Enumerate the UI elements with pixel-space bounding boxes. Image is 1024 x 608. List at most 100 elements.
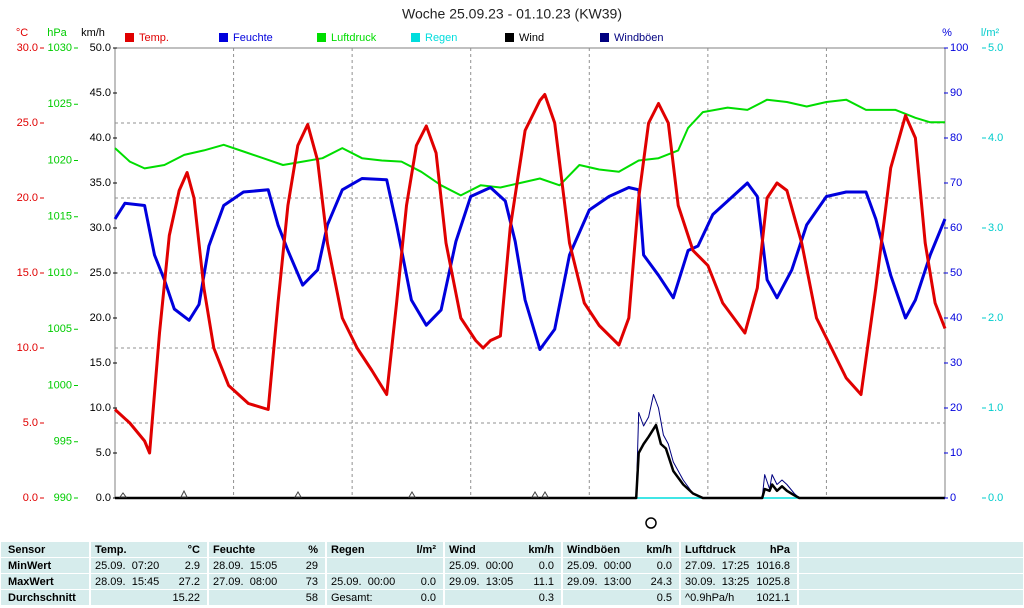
cell-value: 1021.1 — [756, 592, 790, 604]
table-cell — [209, 542, 325, 557]
y-tick-label: 35.0 — [90, 177, 111, 189]
cell-value: 0.0 — [539, 560, 554, 572]
marker — [294, 491, 302, 498]
axis-unit: °C — [16, 27, 28, 39]
legend-label: Luftdruck — [331, 32, 377, 44]
y-tick-label: 70 — [950, 177, 962, 189]
cell-time: ^0.9hPa/h — [685, 592, 734, 604]
y-tick-label: 15.0 — [90, 357, 111, 369]
y-tick-label: 30.0 — [17, 42, 38, 54]
cell-value: 58 — [306, 592, 318, 604]
legend-swatch — [317, 33, 326, 42]
legend-label: Wind — [519, 32, 544, 44]
table-cell — [1, 574, 89, 589]
column-header: Temp. — [95, 544, 127, 556]
y-tick-label: 20.0 — [90, 312, 111, 324]
cell-value: 73 — [306, 576, 318, 588]
y-tick-label: 100 — [950, 42, 968, 54]
y-tick-label: 40 — [950, 312, 962, 324]
table-cell — [327, 574, 443, 589]
column-header: Regen — [331, 544, 365, 556]
legend-swatch — [600, 33, 609, 42]
table-cell — [209, 558, 325, 573]
y-tick-label: 80 — [950, 132, 962, 144]
series-line — [115, 423, 945, 500]
y-tick-label: 1005 — [48, 323, 72, 335]
column-header: Feuchte — [213, 544, 255, 556]
y-tick-label: 10.0 — [90, 402, 111, 414]
column-header: Wind — [449, 544, 476, 556]
table-cell — [799, 558, 1023, 573]
lines — [113, 93, 947, 500]
marker — [180, 489, 188, 498]
table-cell — [445, 558, 561, 573]
column-unit: % — [308, 544, 318, 556]
column-header: Luftdruck — [685, 544, 737, 556]
column-header: Windböen — [567, 544, 620, 556]
table-cell — [209, 590, 325, 605]
cell-time: 29.09. 13:05 — [449, 576, 513, 588]
y-tick-label: 1025 — [48, 98, 72, 110]
table-cell — [563, 590, 679, 605]
table-cell — [681, 542, 797, 557]
y-tick-label: 30 — [950, 357, 962, 369]
y-tick-label: 5.0 — [96, 447, 111, 459]
axis-unit: % — [942, 27, 952, 39]
table-cell — [799, 590, 1023, 605]
y-tick-label: 5.0 — [988, 42, 1003, 54]
y-tick-label: 10.0 — [17, 342, 38, 354]
legend-label: Feuchte — [233, 32, 273, 44]
cell-time: 29.09. 13:00 — [567, 576, 631, 588]
y-tick-label: 40.0 — [90, 132, 111, 144]
row-label: MaxWert — [8, 576, 54, 588]
cell-time: 25.09. 00:00 — [331, 576, 395, 588]
table-cell — [681, 590, 797, 605]
legend-swatch — [505, 33, 514, 42]
y-tick-label: 0.0 — [988, 492, 1003, 504]
axis-unit: km/h — [81, 27, 105, 39]
table-cell — [1, 590, 89, 605]
y-tick-label: 50 — [950, 267, 962, 279]
time-marker — [645, 517, 657, 529]
y-tick-label: 25.0 — [17, 117, 38, 129]
row-label: MinWert — [8, 560, 52, 572]
y-tick-label: 1010 — [48, 267, 72, 279]
y-tick-label: 0 — [950, 492, 956, 504]
y-tick-label: 20 — [950, 402, 962, 414]
cell-value: 11.1 — [533, 576, 554, 588]
legend-label: Windböen — [614, 32, 664, 44]
cell-value: 15.22 — [172, 592, 200, 604]
table-cell — [563, 558, 679, 573]
legend: Temp. Feuchte Luftdruck Regen Wind Windböen — [125, 32, 664, 44]
series-line — [113, 93, 947, 455]
y-tick-label: 1015 — [48, 211, 72, 223]
table-cell — [327, 558, 443, 573]
cell-time: 25.09. 00:00 — [449, 560, 513, 572]
table-cell — [91, 558, 207, 573]
table-cell — [799, 574, 1023, 589]
column-unit: km/h — [646, 544, 672, 556]
table-cell — [445, 590, 561, 605]
table-cell — [91, 574, 207, 589]
legend-label: Regen — [425, 32, 457, 44]
table-cell — [1, 542, 89, 557]
table-cell — [799, 542, 1023, 557]
axis-unit: l/m² — [981, 27, 1000, 39]
table-cell — [209, 574, 325, 589]
table-cell — [563, 542, 679, 557]
table-cell — [681, 558, 797, 573]
cell-time: 27.09. 08:00 — [213, 576, 277, 588]
table-cell — [681, 574, 797, 589]
table-cell — [327, 542, 443, 557]
cell-value: 29 — [306, 560, 318, 572]
y-tick-label: 1030 — [48, 42, 72, 54]
axes: °C0.05.010.015.020.025.030.0hPa990995100… — [16, 27, 1003, 504]
y-tick-label: 25.0 — [90, 267, 111, 279]
y-tick-label: 1000 — [48, 379, 72, 391]
column-unit: km/h — [528, 544, 554, 556]
y-tick-label: 995 — [54, 436, 72, 448]
y-tick-label: 3.0 — [988, 222, 1003, 234]
table-cell — [563, 574, 679, 589]
